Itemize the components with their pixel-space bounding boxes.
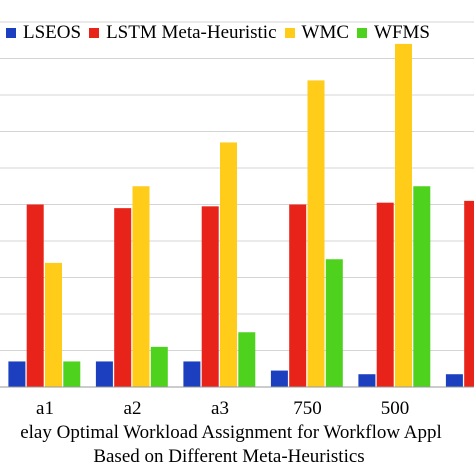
- bar-wmc-750: [307, 80, 325, 388]
- bar-lseos-a1: [8, 361, 26, 387]
- bar-wfms-a2: [150, 346, 168, 387]
- bar-wmc-a1: [45, 262, 62, 387]
- legend-label-lseos: LSEOS: [23, 22, 82, 43]
- bar-wmc-a3: [220, 142, 237, 387]
- bar-lstm-meta-heuristic-last: [464, 200, 474, 387]
- bar-lseos-750: [270, 370, 288, 387]
- legend-swatch-lstm: [89, 28, 100, 38]
- legend-item-wfms: WFMS: [357, 22, 430, 44]
- bar-wmc-a2: [132, 186, 150, 387]
- legend-label-wmc: WMC: [301, 22, 350, 43]
- bar-lseos-a3: [183, 361, 201, 387]
- bar-lstm-meta-heuristic-750: [289, 204, 307, 387]
- x-axis-title-line-2: Based on Different Meta-Heuristics: [93, 446, 365, 467]
- x-tick-label: 500: [381, 398, 410, 419]
- bar-lstm-meta-heuristic-a3: [201, 206, 219, 387]
- legend-swatch-wmc: [284, 28, 295, 38]
- legend-item-wmc: WMC: [284, 22, 350, 44]
- legend-swatch-wfms: [357, 28, 368, 38]
- x-tick-label: a2: [124, 398, 142, 419]
- bar-wfms-500: [413, 186, 431, 387]
- legend-swatch-lseos: [6, 28, 16, 38]
- bar-lstm-meta-heuristic-500: [376, 202, 394, 387]
- bar-wfms-a3: [238, 332, 256, 387]
- x-tick-labels: a1 a2 a3 750 500: [36, 398, 409, 419]
- x-tick-label: 750: [293, 398, 322, 419]
- legend: LSEOS LSTM Meta-Heuristic WMC WFMS: [6, 22, 430, 44]
- legend-label-lstm: LSTM Meta-Heuristic: [106, 22, 277, 43]
- legend-item-lstm: LSTM Meta-Heuristic: [89, 22, 277, 44]
- bar-lstm-meta-heuristic-a1: [26, 204, 44, 387]
- bar-lseos-a2: [95, 361, 113, 387]
- x-tick-label: a1: [36, 398, 54, 419]
- bars: [8, 43, 474, 388]
- bar-lseos-500: [358, 374, 376, 387]
- bar-wmc-500: [395, 43, 412, 388]
- legend-label-wfms: WFMS: [374, 22, 430, 43]
- bar-lseos-last: [445, 374, 463, 387]
- x-axis-title-line-1: elay Optimal Workload Assignment for Wor…: [20, 422, 442, 443]
- bar-wfms-750: [325, 259, 343, 387]
- x-tick-label: a3: [211, 398, 229, 419]
- bar-lstm-meta-heuristic-a2: [114, 208, 132, 387]
- bar-wfms-a1: [63, 361, 81, 387]
- legend-item-lseos: LSEOS: [6, 22, 81, 44]
